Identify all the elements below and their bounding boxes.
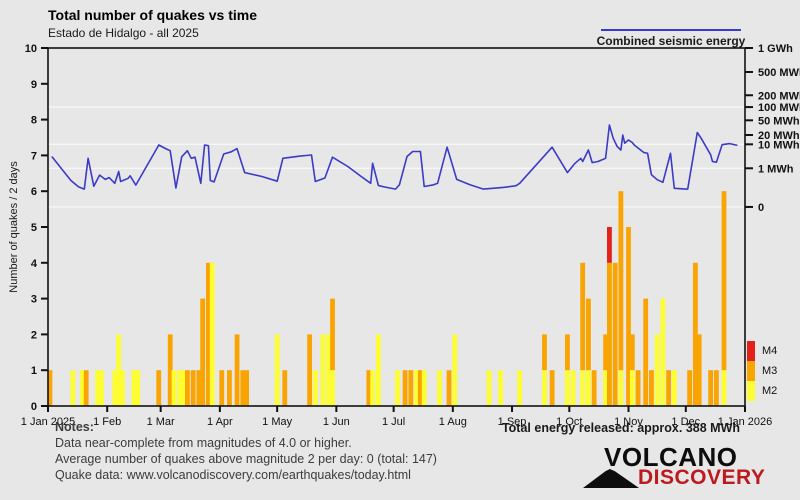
- svg-text:1 Feb: 1 Feb: [93, 416, 121, 428]
- svg-text:0: 0: [31, 401, 37, 413]
- svg-text:1 Apr: 1 Apr: [207, 416, 233, 428]
- volcano-discovery-logo: VOLCANO DISCOVERY: [580, 440, 795, 495]
- legend-item-m3: M3: [747, 361, 777, 381]
- svg-text:1 Aug: 1 Aug: [439, 416, 467, 428]
- svg-text:1 Sep: 1 Sep: [498, 416, 527, 428]
- legend-item-m4: M4: [747, 341, 777, 361]
- svg-text:1 Jan 2026: 1 Jan 2026: [718, 416, 772, 428]
- svg-text:1 Oct: 1 Oct: [556, 416, 582, 428]
- m2-color-swatch: [747, 381, 755, 401]
- svg-text:20 MWh: 20 MWh: [758, 130, 800, 142]
- svg-text:10 MWh: 10 MWh: [758, 139, 800, 151]
- svg-text:1 Mar: 1 Mar: [147, 416, 175, 428]
- svg-text:500 MWh: 500 MWh: [758, 67, 800, 79]
- notes-block: Notes: Data near-complete from magnitude…: [55, 419, 437, 483]
- energy-line-legend-label: Combined seismic energy: [596, 34, 746, 48]
- svg-text:2: 2: [31, 329, 37, 341]
- m3-color-swatch: [747, 361, 755, 381]
- logo-text-volcano: VOLCANO: [604, 442, 738, 472]
- svg-text:1 MWh: 1 MWh: [758, 163, 794, 175]
- svg-text:200 MWh: 200 MWh: [758, 90, 800, 102]
- svg-text:50 MWh: 50 MWh: [758, 115, 800, 127]
- svg-text:100 MWh: 100 MWh: [758, 102, 800, 114]
- svg-text:1: 1: [31, 365, 37, 377]
- page-subtitle: Estado de Hidalgo - all 2025: [48, 26, 199, 40]
- svg-text:1 Nov: 1 Nov: [614, 416, 643, 428]
- m3-label: M3: [762, 365, 778, 377]
- svg-text:7: 7: [31, 150, 37, 162]
- svg-text:1 May: 1 May: [262, 416, 292, 428]
- m4-color-swatch: [747, 341, 755, 361]
- magnitude-legend: M4 M3 M2: [747, 341, 777, 401]
- page-title: Total number of quakes vs time: [48, 7, 258, 23]
- svg-text:1 Jan 2025: 1 Jan 2025: [21, 416, 75, 428]
- notes-line-3: Quake data: www.volcanodiscovery.com/ear…: [55, 468, 411, 482]
- svg-text:10: 10: [25, 43, 37, 55]
- energy-line-legend-swatch: [601, 29, 741, 31]
- m4-label: M4: [762, 345, 778, 357]
- total-energy-released: Total energy released: approx. 388 MWh: [501, 421, 740, 435]
- m2-label: M2: [762, 385, 778, 397]
- svg-text:1 Dec: 1 Dec: [671, 416, 700, 428]
- svg-text:1 Jul: 1 Jul: [382, 416, 405, 428]
- svg-text:6: 6: [31, 186, 37, 198]
- legend-item-m2: M2: [747, 381, 777, 401]
- svg-text:9: 9: [31, 79, 37, 91]
- svg-text:3: 3: [31, 294, 37, 306]
- notes-heading: Notes:: [55, 420, 94, 434]
- svg-text:1 Jun: 1 Jun: [323, 416, 350, 428]
- svg-text:8: 8: [31, 115, 37, 127]
- svg-text:0: 0: [758, 202, 764, 214]
- notes-line-1: Data near-complete from magnitudes of 4.…: [55, 436, 352, 450]
- logo-text-discovery: DISCOVERY: [638, 466, 766, 489]
- svg-text:4: 4: [31, 258, 38, 270]
- notes-line-2: Average number of quakes above magnitude…: [55, 452, 437, 466]
- svg-text:1 GWh: 1 GWh: [758, 43, 793, 55]
- svg-text:5: 5: [31, 222, 37, 234]
